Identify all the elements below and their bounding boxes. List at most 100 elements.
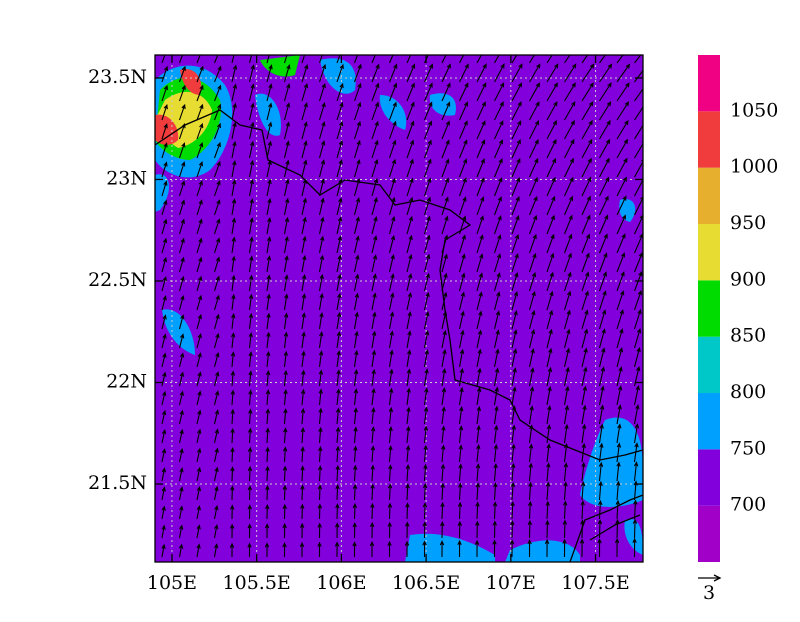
wind-arrow — [441, 406, 446, 425]
wind-arrow — [406, 139, 415, 159]
wind-arrow — [283, 388, 288, 406]
wind-arrow — [161, 199, 168, 216]
wind-arrow — [441, 158, 450, 178]
wind-arrow — [265, 465, 270, 482]
wind-arrow — [493, 367, 500, 387]
wind-arrow — [563, 195, 574, 216]
colorbar-segment — [698, 224, 720, 281]
wind-arrow — [598, 271, 607, 292]
wind-arrow — [492, 501, 498, 520]
wind-arrow — [406, 55, 412, 64]
wind-arrow — [213, 543, 219, 558]
wind-arrow — [371, 235, 378, 254]
wind-arrow — [405, 444, 411, 463]
wind-arrow — [634, 214, 643, 235]
wind-arrow — [213, 141, 221, 159]
wind-arrow — [370, 445, 376, 463]
wind-arrow — [266, 64, 273, 83]
wind-arrow — [616, 442, 622, 463]
wind-arrow — [283, 427, 288, 444]
wind-arrow — [616, 63, 631, 83]
wind-arrow — [371, 158, 379, 178]
wind-arrow — [178, 180, 186, 197]
wind-arrow — [248, 55, 253, 64]
contour-patch — [429, 93, 456, 116]
wind-arrow — [511, 348, 518, 368]
wind-arrow — [300, 465, 305, 482]
wind-arrow — [563, 500, 568, 520]
wind-arrow — [213, 409, 220, 425]
wind-arrow — [423, 215, 431, 235]
wind-arrow — [599, 119, 611, 140]
wind-arrow — [161, 505, 166, 520]
wind-arrow — [529, 138, 539, 159]
wind-arrow — [248, 198, 254, 216]
wind-arrow — [230, 332, 236, 349]
wind-arrow — [387, 540, 392, 558]
wind-arrow — [161, 467, 167, 482]
wind-arrow — [546, 119, 557, 140]
wind-arrow — [301, 102, 308, 121]
wind-arrow — [406, 63, 416, 83]
wind-arrow — [388, 368, 394, 387]
wind-arrow — [283, 55, 288, 64]
wind-arrow — [178, 333, 185, 349]
wind-arrow — [318, 388, 323, 406]
wind-arrow — [353, 330, 359, 349]
wind-arrow — [213, 294, 220, 311]
colorbar-segment — [698, 280, 720, 337]
wind-arrow — [528, 309, 536, 330]
wind-arrow — [213, 466, 219, 482]
wind-arrow — [388, 349, 394, 368]
wind-arrow — [353, 235, 360, 254]
wind-arrow — [213, 332, 220, 349]
wind-arrow — [476, 120, 486, 140]
wind-arrow — [247, 485, 253, 501]
wind-arrow — [475, 463, 481, 482]
wind-arrow — [581, 290, 589, 311]
wind-arrow — [476, 139, 486, 159]
wind-arrow — [527, 500, 533, 520]
wind-arrow — [282, 542, 287, 558]
wind-arrow — [161, 103, 168, 121]
wind-arrow — [459, 55, 465, 64]
wind-arrow — [231, 83, 238, 102]
wind-arrow — [353, 388, 359, 406]
y-tick-label: 23N — [106, 167, 147, 189]
wind-arrow — [161, 314, 167, 330]
wind-arrow — [634, 55, 642, 64]
wind-arrow — [406, 387, 411, 406]
wind-arrow — [196, 505, 201, 520]
wind-arrow — [266, 83, 273, 102]
wind-arrow — [213, 237, 221, 254]
wind-arrow — [476, 63, 487, 83]
wind-arrow — [493, 215, 502, 235]
wind-arrow — [230, 370, 236, 387]
wind-arrow — [476, 444, 481, 463]
wind-arrow — [546, 462, 551, 482]
wind-arrow — [546, 157, 556, 178]
wind-arrow — [196, 180, 203, 197]
wind-arrow — [441, 177, 450, 197]
wind-arrow — [318, 312, 324, 330]
wind-arrow — [336, 101, 344, 121]
wind-arrow — [422, 482, 428, 501]
wind-arrow — [196, 485, 202, 501]
wind-arrow — [634, 140, 643, 159]
wind-arrow — [266, 274, 271, 292]
wind-arrow — [616, 385, 623, 406]
wind-arrow — [441, 368, 447, 387]
wind-arrow — [440, 501, 445, 520]
wind-arrow — [528, 271, 537, 292]
wind-arrow — [370, 521, 375, 539]
wind-arrow — [633, 499, 638, 520]
wind-arrow — [301, 331, 306, 349]
wind-arrow — [528, 405, 534, 425]
wind-arrow — [231, 121, 237, 140]
wind-arrow — [406, 368, 412, 387]
wind-arrow — [266, 236, 272, 254]
wind-arrow — [371, 120, 379, 140]
wind-arrow — [634, 87, 643, 102]
wind-arrow — [266, 178, 272, 197]
wind-arrow — [230, 351, 236, 368]
